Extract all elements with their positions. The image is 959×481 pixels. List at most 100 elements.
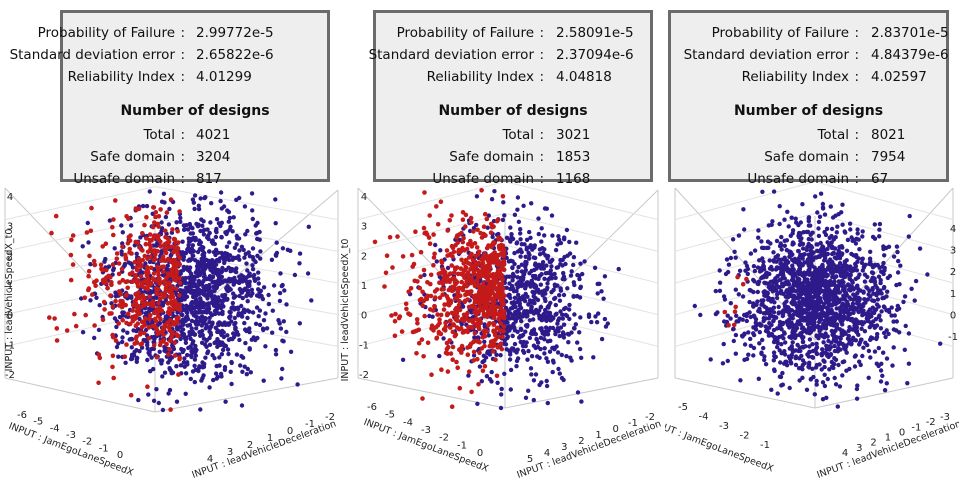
x-tick-label: 0 <box>117 450 123 461</box>
safe-point <box>824 226 830 231</box>
safe-point <box>591 355 596 360</box>
safe-point <box>163 214 169 220</box>
safe-point <box>224 297 230 302</box>
safe-point <box>872 236 878 241</box>
safe-point <box>174 220 179 225</box>
safe-point <box>208 276 214 281</box>
safe-point <box>556 366 561 372</box>
unsafe-point <box>113 198 118 203</box>
safe-point <box>857 298 862 303</box>
safe-point <box>519 249 524 255</box>
unsafe-point <box>174 269 180 274</box>
safe-point <box>808 283 813 288</box>
unsafe-point <box>418 249 424 255</box>
safe-point <box>145 346 150 351</box>
safe-point <box>560 316 565 321</box>
unsafe-point <box>435 323 441 328</box>
safe-point <box>810 354 815 360</box>
safe-point <box>178 363 184 368</box>
safe-point <box>558 240 564 246</box>
safe-point <box>755 289 760 295</box>
z-tick-label: -2 <box>359 370 369 381</box>
safe-point <box>542 233 547 238</box>
unsafe-point <box>177 209 182 214</box>
safe-point <box>797 356 802 361</box>
unsafe-point <box>143 300 149 306</box>
safe-point <box>245 308 250 313</box>
safe-point <box>531 294 536 299</box>
safe-point <box>790 316 795 321</box>
safe-point <box>557 298 563 303</box>
safe-point <box>237 337 242 343</box>
safe-point <box>822 313 827 318</box>
unsafe-point <box>382 284 387 289</box>
unsafe-point <box>166 352 171 357</box>
unsafe-point <box>116 321 121 326</box>
safe-point <box>820 263 825 268</box>
safe-point <box>523 323 529 328</box>
safe-point <box>801 230 806 235</box>
safe-point <box>795 312 801 317</box>
safe-point <box>249 337 254 342</box>
safe-point <box>229 305 234 311</box>
safe-point <box>120 339 125 345</box>
safe-point <box>161 191 167 196</box>
unsafe-point <box>469 244 475 249</box>
unsafe-point <box>408 286 414 291</box>
safe-point <box>484 374 490 379</box>
safe-point <box>778 290 784 295</box>
safe-point <box>227 215 233 221</box>
safe-point <box>167 387 173 393</box>
safe-point <box>833 235 838 240</box>
unsafe-point <box>154 289 159 295</box>
safe-point <box>266 292 271 298</box>
safe-point <box>247 329 252 335</box>
safe-point <box>88 262 93 267</box>
safe-point <box>777 348 782 353</box>
unsafe-point <box>161 294 166 300</box>
safe-point <box>252 272 257 278</box>
safe-label: Safe domain <box>449 149 534 165</box>
sde-label: Standard deviation error <box>368 47 534 63</box>
safe-point <box>822 372 827 377</box>
safe-point <box>224 257 229 262</box>
safe-point <box>761 345 766 351</box>
safe-point <box>872 349 878 354</box>
safe-point <box>527 318 532 323</box>
unsafe-point <box>422 190 427 195</box>
safe-point <box>239 290 245 295</box>
unsafe-point <box>441 307 447 312</box>
safe-point <box>97 303 102 308</box>
unsafe-point <box>464 279 469 284</box>
safe-point <box>181 332 187 337</box>
unsafe-point <box>54 326 60 331</box>
unsafe-point <box>450 329 456 335</box>
safe-point <box>227 240 232 245</box>
safe-point <box>200 228 206 234</box>
safe-point <box>539 272 544 277</box>
unsafe-point <box>151 271 157 276</box>
safe-point <box>230 229 235 234</box>
safe-point <box>151 346 157 351</box>
safe-point <box>814 382 819 387</box>
unsafe-point <box>150 224 156 230</box>
safe-point <box>195 249 201 255</box>
safe-point <box>205 227 210 232</box>
safe-point <box>855 319 860 324</box>
safe-point <box>88 298 93 303</box>
safe-point <box>504 274 510 279</box>
unsafe-point <box>479 273 485 279</box>
safe-point <box>917 246 923 251</box>
safe-point <box>256 314 261 319</box>
unsafe-point <box>495 262 501 268</box>
unsafe-point <box>124 342 129 347</box>
safe-point <box>891 345 896 350</box>
unsafe-point <box>424 296 430 302</box>
safe-point <box>775 253 781 258</box>
safe-point <box>756 281 761 287</box>
unsafe-point <box>137 245 142 250</box>
unsafe-point <box>456 249 461 255</box>
unsafe-point <box>88 228 94 234</box>
unsafe-point <box>150 276 156 281</box>
safe-point <box>776 284 781 290</box>
